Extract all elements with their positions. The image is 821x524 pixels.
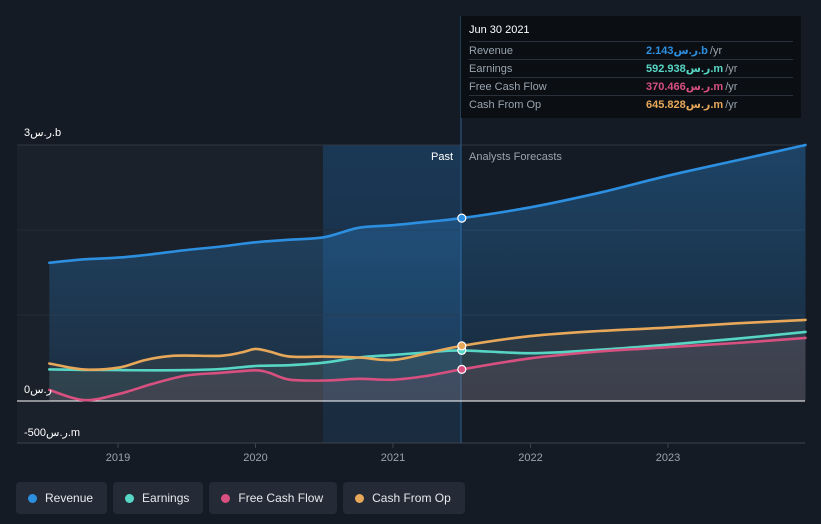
legend-item-earnings[interactable]: Earnings: [113, 482, 204, 514]
y-label-bottom: -500ر.س.m: [24, 427, 80, 439]
legend: Revenue Earnings Free Cash Flow Cash Fro…: [16, 482, 465, 514]
y-label-zero: 0ر.س: [24, 384, 52, 396]
legend-item-revenue[interactable]: Revenue: [16, 482, 108, 514]
forecast-label: Analysts Forecasts: [469, 151, 562, 163]
x-tick-label: 2019: [106, 452, 130, 464]
legend-dot-icon: [221, 493, 231, 503]
tooltip-row: Free Cash Flow 370.466ر.س.m /yr: [469, 77, 793, 95]
series-line-cash-from-op: [48, 318, 807, 371]
tooltip: Jun 30 2021 Revenue 2.143ر.س.b /yr Earni…: [461, 16, 801, 118]
marker-cash-from-op[interactable]: [457, 341, 467, 351]
x-tick-label: 2021: [381, 452, 405, 464]
x-tick-label: 2020: [243, 452, 267, 464]
legend-label: Earnings: [142, 491, 190, 505]
series-line-free-cash-flow: [48, 336, 807, 402]
area-free-cash-flow: [49, 337, 806, 401]
legend-label: Cash From Op: [372, 491, 451, 505]
legend-item-cash-from-op[interactable]: Cash From Op: [343, 482, 465, 514]
legend-label: Revenue: [45, 491, 94, 505]
tooltip-label: Free Cash Flow: [469, 80, 547, 93]
tooltip-unit: /yr: [725, 62, 738, 75]
x-tick-label: 2022: [518, 452, 542, 464]
tooltip-value: 592.938ر.س.m: [646, 63, 724, 75]
tooltip-value: 370.466ر.س.m: [646, 81, 724, 93]
x-tick-label: 2023: [656, 452, 680, 464]
tooltip-value: 645.828ر.س.m: [646, 99, 724, 111]
tooltip-value: 2.143ر.س.b: [646, 45, 708, 57]
tooltip-unit: /yr: [709, 44, 723, 57]
area-revenue: [49, 145, 806, 401]
legend-dot-icon: [125, 493, 135, 503]
marker-revenue[interactable]: [457, 213, 467, 223]
marker-free-cash-flow[interactable]: [457, 364, 467, 374]
legend-dot-icon: [28, 493, 37, 503]
legend-label: Free Cash Flow: [238, 491, 324, 505]
legend-item-free-cash-flow[interactable]: Free Cash Flow: [209, 482, 338, 514]
area-cash-from-op: [49, 319, 806, 401]
tooltip-row: Earnings 592.938ر.س.m /yr: [469, 59, 793, 77]
y-label-top: 3ر.س.b: [24, 127, 61, 139]
tooltip-label: Revenue: [469, 44, 514, 57]
tooltip-label: Cash From Op: [469, 98, 542, 111]
tooltip-label: Earnings: [469, 62, 513, 75]
tooltip-row: Revenue 2.143ر.س.b /yr: [469, 41, 793, 59]
tooltip-row: Cash From Op 645.828ر.س.m /yr: [469, 95, 793, 113]
past-label: Past: [431, 151, 453, 163]
tooltip-unit: /yr: [725, 98, 738, 111]
tooltip-unit: /yr: [725, 80, 738, 93]
series-line-revenue: [48, 143, 807, 265]
legend-dot-icon: [355, 493, 365, 503]
tooltip-date: Jun 30 2021: [469, 24, 530, 36]
